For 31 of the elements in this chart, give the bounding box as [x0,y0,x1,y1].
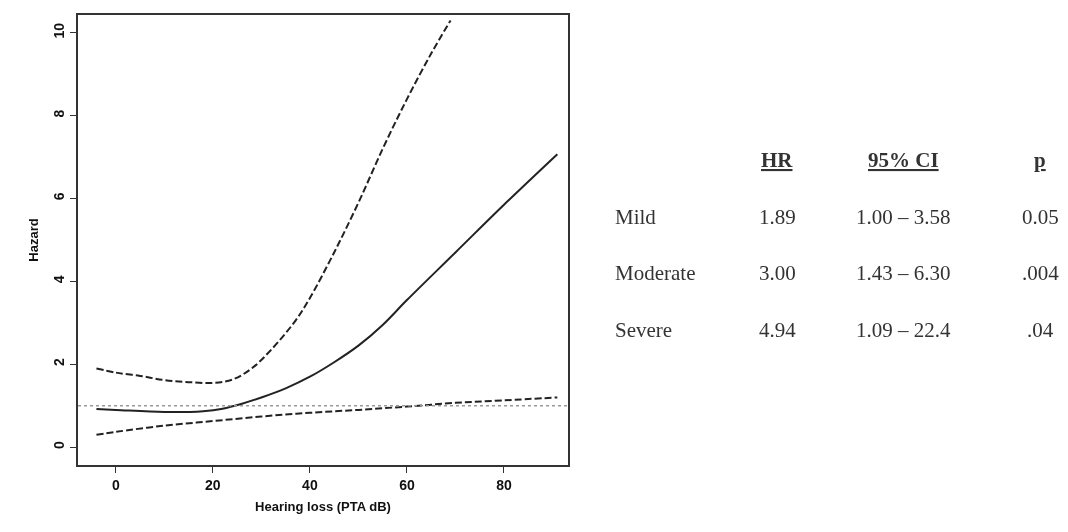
text: Moderate [615,261,696,285]
line-series [95,153,559,414]
y-tick-label: 4 [51,275,68,284]
y-tick-label: 2 [51,358,68,367]
y-tick-label: 0 [51,440,68,449]
text: 1.89 [759,205,796,229]
y-tick-label: 8 [51,109,68,118]
line-series [95,396,559,436]
x-axis-title: Hearing loss (PTA dB) [255,498,391,514]
text: 3.00 [759,261,796,285]
text: .004 [1022,261,1060,285]
x-tick-label: 60 [399,476,415,493]
text: 4.94 [759,318,797,342]
text: 1.43 – 6.30 [856,261,951,285]
text: 0.05 [1022,205,1059,229]
text: 95% CI [868,148,939,172]
text: p [1034,148,1046,172]
x-tick-label: 20 [205,476,221,493]
y-tick-label: 10 [51,22,68,39]
text: .04 [1027,318,1054,342]
x-tick-label: 40 [302,476,318,493]
y-axis-title: Hazard [25,218,41,262]
text: HR [761,148,794,172]
x-tick-label: 0 [111,476,120,493]
text: 1.09 – 22.4 [856,318,951,342]
x-tick-label: 80 [496,476,512,493]
line-series [95,19,452,385]
text: Severe [615,318,673,342]
y-tick-label: 6 [51,192,68,201]
text: 1.00 – 3.58 [856,205,951,229]
text: Mild [615,205,657,229]
